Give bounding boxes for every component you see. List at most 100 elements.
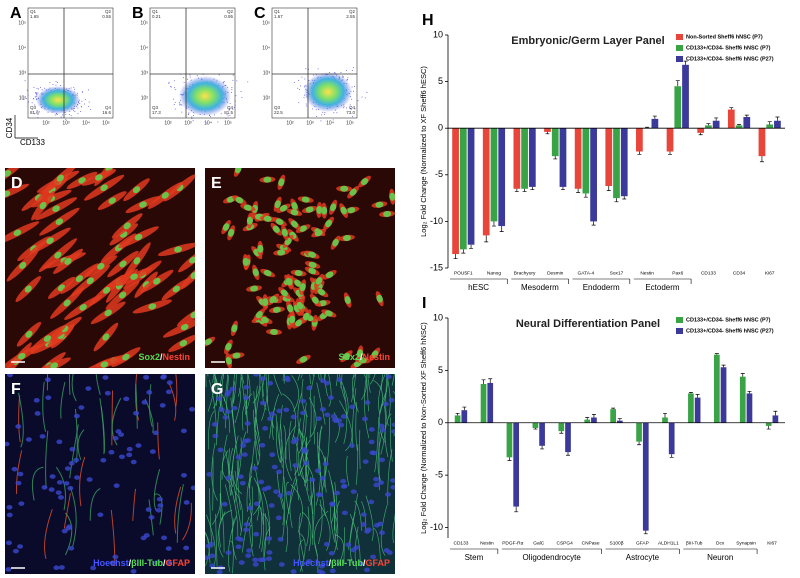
nucleus [6,374,13,378]
event-dot [37,113,39,115]
event-dot [226,113,228,115]
bar [513,128,521,189]
nucleus [292,463,299,468]
event-dot [35,92,37,94]
fiber [248,462,253,511]
fiber [212,374,215,383]
fiber [45,430,49,489]
nucleus [324,412,331,418]
nucleus [78,405,85,410]
nucleus [368,499,375,505]
error-bar [514,506,519,513]
event-dot [25,97,27,99]
nucleus [267,416,274,422]
error-bar [481,379,486,384]
stain-name: / [129,558,132,568]
nucleus [300,410,307,416]
stain-name: Sox2 [338,352,360,362]
nucleus [218,407,225,412]
event-dot [234,104,236,106]
bar [697,128,705,133]
axis-tick-label: 10⁵ [224,120,232,126]
quadrant-name: Q2 [227,9,234,14]
fiber [310,374,315,390]
nucleus [262,298,269,307]
fiber [249,525,254,557]
error-bar [576,188,581,193]
quadrant-name: Q3 [274,105,281,110]
error-bar [453,254,458,260]
nucleus [315,492,322,497]
fiber [281,439,284,497]
fiber [381,374,389,407]
bar [528,128,536,187]
nucleus [44,377,51,383]
nucleus [159,403,166,408]
nucleus [322,461,329,467]
nucleus [242,395,249,401]
nucleus [373,482,380,488]
fiber [265,374,268,403]
micrograph [205,168,395,368]
fiber [298,532,306,572]
fiber [334,482,338,539]
nucleus [303,312,310,321]
fiber [218,510,233,548]
error-bar [744,114,749,118]
nucleus [243,384,250,390]
fiber [208,379,217,439]
event-dot [189,76,191,78]
fiber [95,374,101,396]
nucleus [315,277,323,285]
panel-label: A [10,5,22,22]
nucleus [52,205,60,212]
axis-tick-label: 10⁴ [140,45,148,51]
nucleus [86,477,93,482]
event-dot [340,72,342,74]
nucleus [153,277,161,285]
nucleus [305,206,314,213]
event-dot [178,101,180,103]
nucleus [271,464,278,470]
quadrant-name: Q4 [227,105,234,110]
fiber [285,481,290,515]
fiber [44,509,53,559]
x-tick-label: S100β [610,540,624,546]
nucleus [183,500,190,505]
event-density [304,72,352,112]
nucleus [234,168,242,174]
legend-label: CD133+/CD34- Sheff6 hNSC (P7) [686,317,771,323]
nucleus [385,374,392,380]
event-dot [41,89,43,91]
fiber [258,503,264,552]
nucleus [243,522,250,527]
y-tick-label: -10 [430,216,443,226]
error-bar [522,188,527,192]
nucleus [130,459,137,465]
error-bar [540,445,545,450]
bar [506,422,513,458]
nucleus [378,480,385,485]
nucleus [329,203,337,212]
nucleus [157,503,164,508]
axis-tick-label: 10⁴ [82,120,90,126]
event-dot [44,87,46,89]
group-label: Astrocyte [626,553,660,562]
event-dot [192,120,194,122]
nucleus [39,434,46,439]
nucleus [235,196,244,204]
error-bar [683,60,688,65]
nucleus [130,569,137,574]
fiber [339,374,346,402]
legend-swatch [676,56,683,62]
error-bar [484,235,489,243]
fiber [285,520,289,553]
error-bar [669,454,674,458]
nucleus [54,251,62,259]
fiber [391,374,395,386]
bar [746,393,753,423]
fiber [373,527,381,559]
nucleus [180,473,187,478]
fiber [237,374,242,397]
nucleus [132,186,141,194]
